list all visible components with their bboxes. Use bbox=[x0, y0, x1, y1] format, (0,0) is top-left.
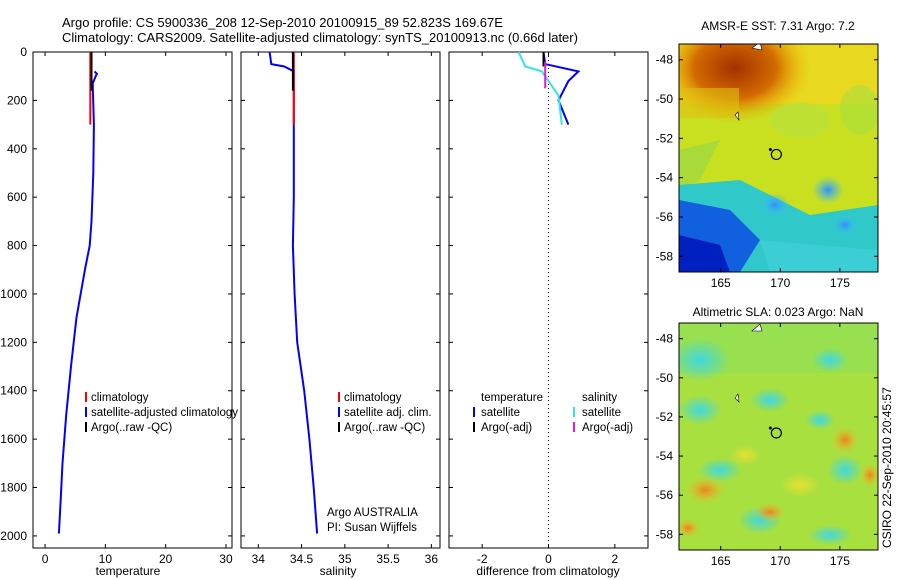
header-line-1: Argo profile: CS 5900336_208 12-Sep-2010… bbox=[62, 15, 503, 30]
pi-annotation: PI: Susan Wijffels bbox=[327, 522, 417, 534]
argo-profile-marker bbox=[770, 148, 782, 161]
x-tick-label: 175 bbox=[830, 276, 850, 290]
coastline-mark bbox=[734, 393, 740, 403]
difference-panel: -2 0 2 difference from climatology tempera… bbox=[448, 51, 649, 578]
temperature-legend: climatology satellite-adjusted climatolo… bbox=[85, 392, 238, 434]
x-tick-label: -2 bbox=[477, 552, 488, 566]
x-tick-label: 170 bbox=[770, 276, 790, 290]
legend-sal-satellite: satellite bbox=[582, 407, 621, 419]
argo-country-annotation: Argo AUSTRALIA bbox=[327, 507, 418, 519]
x-tick-label: 0 bbox=[42, 552, 49, 566]
x-tick-label: 10 bbox=[99, 552, 113, 566]
csiro-timestamp: CSIRO 22-Sep-2010 20:45:57 bbox=[880, 387, 894, 548]
y-tick-label: 800 bbox=[7, 239, 27, 253]
x-tick-label: 30 bbox=[219, 552, 233, 566]
sst-map-title: AMSR-E SST: 7.31 Argo: 7.2 bbox=[701, 19, 855, 33]
coastline-mark bbox=[751, 323, 763, 332]
legend-sat-adj: satellite adj. clim. bbox=[344, 407, 432, 419]
x-tick-label: 165 bbox=[711, 554, 731, 568]
series-satellite-adj-clim- bbox=[268, 51, 319, 534]
x-tick-label: 34 bbox=[252, 552, 266, 566]
coastline-mark bbox=[751, 44, 763, 51]
series-salinity-satellite bbox=[517, 51, 563, 125]
legend-climatology: climatology bbox=[91, 392, 149, 404]
legend-temp-satellite: satellite bbox=[481, 407, 520, 419]
y-tick-label: 0 bbox=[20, 45, 27, 59]
y-tick-label: -54 bbox=[656, 449, 674, 463]
series-satellite-adjusted-climatology bbox=[57, 70, 99, 534]
legend-climatology: climatology bbox=[344, 392, 402, 404]
y-tick-label: 1000 bbox=[0, 287, 27, 301]
salinity-legend: climatology satellite adj. clim. Argo(..… bbox=[338, 392, 432, 434]
x-tick-label: 170 bbox=[770, 554, 790, 568]
y-tick-label: -52 bbox=[656, 131, 674, 145]
coastline-mark bbox=[734, 111, 740, 122]
x-tick-label: 36 bbox=[425, 552, 439, 566]
y-tick-label: -56 bbox=[656, 488, 674, 502]
argo-profile-marker bbox=[770, 427, 782, 439]
y-tick-label: 1200 bbox=[0, 335, 27, 349]
argo-profile-dot bbox=[768, 147, 772, 151]
y-tick-label: -54 bbox=[656, 171, 674, 185]
legend-argo: Argo(..raw -QC) bbox=[91, 422, 172, 434]
x-tick-label: 2 bbox=[611, 552, 618, 566]
argo-profile-dot bbox=[768, 426, 772, 430]
x-tick-label: 165 bbox=[711, 276, 731, 290]
y-tick-label: -48 bbox=[656, 332, 674, 346]
sla-axes-box bbox=[678, 322, 879, 551]
x-tick-label: 0 bbox=[545, 552, 552, 566]
sst-axes-box bbox=[678, 43, 879, 273]
y-tick-label: 2000 bbox=[0, 529, 27, 543]
header-line-2: Climatology: CARS2009. Satellite-adjuste… bbox=[62, 30, 578, 45]
sla-map-panel: Altimetric SLA: 0.023 Argo: NaN 165 170 17… bbox=[656, 305, 879, 568]
temperature-axes-box bbox=[32, 51, 233, 549]
y-tick-label: -58 bbox=[656, 249, 674, 263]
sla-heatmap bbox=[679, 323, 878, 550]
y-tick-label: 200 bbox=[7, 93, 27, 107]
x-tick-label: 20 bbox=[159, 552, 173, 566]
y-tick-label: -52 bbox=[656, 410, 674, 424]
y-tick-label: 1800 bbox=[0, 481, 27, 495]
y-tick-label: -58 bbox=[656, 527, 674, 541]
salinity-axes-box bbox=[240, 51, 441, 549]
salinity-panel: 34 34.5 35 35.5 36 salinity climatology sate… bbox=[240, 51, 441, 578]
x-tick-label: 34.5 bbox=[290, 552, 314, 566]
x-tick-label: 175 bbox=[830, 554, 850, 568]
y-tick-label: -56 bbox=[656, 210, 674, 224]
sst-heatmap bbox=[679, 44, 878, 272]
y-tick-label: 400 bbox=[7, 142, 27, 156]
legend-sal-argo: Argo(-adj) bbox=[582, 422, 633, 434]
y-tick-label: 1400 bbox=[0, 384, 27, 398]
salinity-xlabel: salinity bbox=[320, 564, 357, 578]
temperature-panel: 0 10 20 30 0 200 400 600 800 1000 1200 1400 1600 1800… bbox=[0, 45, 238, 578]
legend-temperature-title: temperature bbox=[481, 392, 543, 404]
legend-sat-adjusted: satellite-adjusted climatology bbox=[91, 407, 238, 419]
difference-xlabel: difference from climatology bbox=[476, 564, 619, 578]
x-tick-label: 35 bbox=[338, 552, 352, 566]
x-tick-label: 35.5 bbox=[376, 552, 400, 566]
y-tick-label: 1600 bbox=[0, 432, 27, 446]
legend-argo: Argo(..raw -QC) bbox=[344, 422, 425, 434]
temperature-xlabel: temperature bbox=[96, 564, 161, 578]
sla-map-title: Altimetric SLA: 0.023 Argo: NaN bbox=[693, 305, 864, 319]
y-tick-label: -48 bbox=[656, 53, 674, 67]
difference-legend: temperature satellite Argo(-adj) salinit… bbox=[473, 392, 633, 434]
sst-map-panel: AMSR-E SST: 7.31 Argo: 7.2 165 170 175 -48 -… bbox=[656, 19, 879, 290]
y-tick-label: -50 bbox=[656, 92, 674, 106]
legend-salinity-title: salinity bbox=[582, 392, 617, 404]
y-tick-label: 600 bbox=[7, 190, 27, 204]
legend-temp-argo: Argo(-adj) bbox=[481, 422, 532, 434]
y-tick-label: -50 bbox=[656, 371, 674, 385]
